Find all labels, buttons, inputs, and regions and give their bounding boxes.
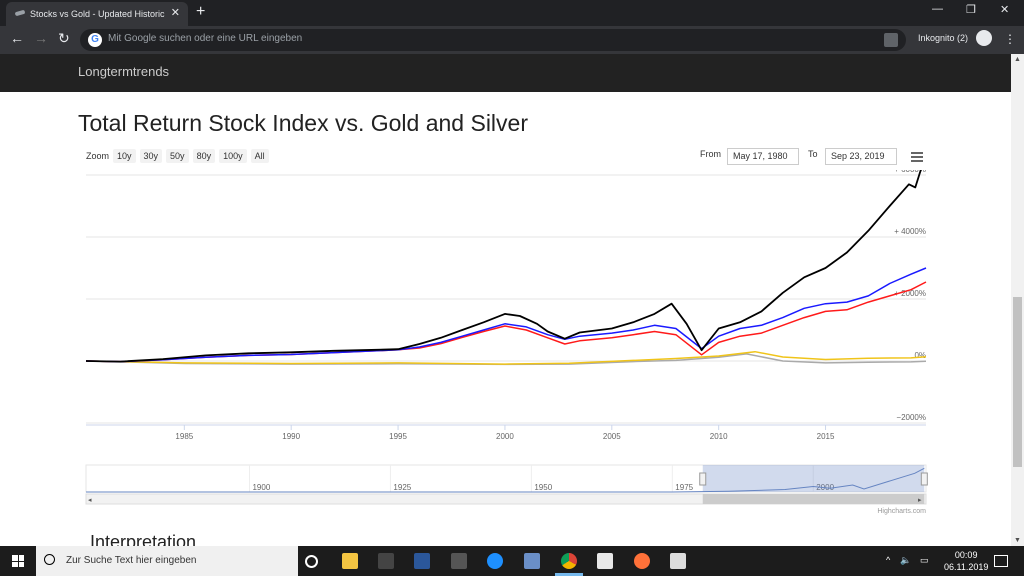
x-tick-label: 2005 [603,432,621,441]
translate-icon[interactable] [884,33,898,47]
incognito-icon[interactable] [976,30,992,46]
new-tab-button[interactable]: + [196,3,206,20]
navigator-handle[interactable] [920,472,928,486]
to-label: To [808,149,818,159]
zoom-all-button[interactable]: All [250,149,269,163]
zoom-label: Zoom [86,151,110,161]
chrome-icon[interactable] [561,553,577,569]
scrollbar-thumb[interactable] [1013,297,1022,467]
site-navbar: Longtermtrends [0,54,1011,92]
y-tick-label: + 2000% [894,289,926,298]
volume-icon[interactable]: 🔈 [900,555,912,565]
browser-tab-bar: Stocks vs Gold - Updated Historic ✕ + — … [0,0,1024,26]
x-tick-label: 2000 [496,432,514,441]
tray-chevron-icon[interactable]: ^ [886,555,891,565]
highcharts-credit[interactable]: Highcharts.com [877,508,926,515]
navigator-tick-label: 1900 [252,483,270,492]
chart-navigator: 19001925195019752000◂▸ [85,464,928,505]
from-date-input[interactable]: May 17, 1980 [727,148,799,165]
clock-date: 06.11.2019 [944,562,989,572]
site-favicon-icon [14,9,26,17]
chart-series [85,170,927,366]
scroll-left-icon[interactable]: ◂ [88,497,92,504]
google-icon: G [88,33,102,47]
reload-button[interactable]: ↻ [58,30,70,46]
chrome-active-indicator [555,573,583,576]
scroll-up-icon[interactable]: ▲ [1014,56,1021,63]
notifications-icon[interactable] [994,555,1008,567]
y-tick-label: 0% [914,351,926,360]
windows-taskbar: Zur Suche Text hier eingeben ^ 🔈 ▭ 00:09… [0,546,1024,576]
scroll-down-icon[interactable]: ▼ [1014,537,1021,544]
series-line [85,170,922,363]
app-icon[interactable] [378,553,394,569]
y-tick-label: + 4000% [894,227,926,236]
site-brand-link[interactable]: Longtermtrends [78,64,170,79]
zoom-80y-button[interactable]: 80y [192,149,216,163]
from-label: From [700,149,721,159]
browser-toolbar: ← → ↻ G Mit Google suchen oder eine URL … [0,26,1024,54]
zoom-10y-button[interactable]: 10y [113,149,136,163]
chart-menu-icon[interactable] [911,152,923,162]
windows-start-icon[interactable] [12,555,24,567]
omnibox-placeholder: Mit Google suchen oder eine URL eingeben [108,33,303,44]
notepad-icon[interactable] [670,553,686,569]
minimize-button[interactable]: — [932,3,943,15]
browser-tab[interactable]: Stocks vs Gold - Updated Historic ✕ [6,2,188,26]
y-tick-label: −2000% [896,413,926,422]
navigator-handle[interactable] [699,472,707,486]
paint-icon[interactable] [524,553,540,569]
x-tick-label: 1985 [175,432,193,441]
series-line [85,267,927,363]
zoom-30y-button[interactable]: 30y [139,149,163,163]
edge-icon[interactable] [487,553,503,569]
stock-gold-silver-chart: + 6000%+ 4000%+ 2000%0%−2000% 1985199019… [85,170,928,515]
firefox-icon[interactable] [634,553,650,569]
battery-icon[interactable]: ▭ [920,555,929,565]
navigator-scrollbar-thumb[interactable] [702,494,925,504]
x-tick-label: 1995 [389,432,407,441]
incognito-label[interactable]: Inkognito (2) [918,33,969,43]
search-icon [44,554,55,565]
forward-button[interactable]: → [34,30,48,46]
scroll-right-icon[interactable]: ▸ [918,497,922,504]
x-axis-labels: 1985 1990 1995 2000 2005 2010 2015 [175,432,835,441]
clock-time: 00:09 [954,550,978,560]
browser-menu-icon[interactable]: ⋮ [1004,32,1016,46]
navigator-tick-label: 1975 [675,483,693,492]
navigator-tick-label: 1925 [393,483,411,492]
x-tick-label: 2010 [710,432,728,441]
restore-button[interactable]: ❐ [966,4,976,16]
file-explorer-icon[interactable] [342,553,358,569]
navigator-series [86,467,925,493]
zoom-50y-button[interactable]: 50y [166,149,189,163]
page-scrollbar[interactable]: ▲ ▼ [1011,54,1024,546]
calculator-icon[interactable] [451,553,467,569]
omnibox[interactable]: G Mit Google suchen oder eine URL eingeb… [80,29,906,51]
taskbar-search-placeholder: Zur Suche Text hier eingeben [66,555,197,566]
series-line [85,350,927,365]
series-line [85,281,927,363]
x-tick-label: 2015 [817,432,835,441]
tab-title: Stocks vs Gold - Updated Historic [30,9,165,19]
taskbar-search[interactable]: Zur Suche Text hier eingeben [36,546,298,576]
taskbar-clock[interactable]: 00:09 06.11.2019 [944,549,988,573]
y-tick-label: + 6000% [894,170,926,174]
navigator-scrollbar[interactable] [85,493,927,505]
navigator-tick-label: 1950 [534,483,552,492]
navigator-selection[interactable] [702,465,925,492]
x-tick-label: 1990 [282,432,300,441]
chart-grid [86,174,926,430]
back-button[interactable]: ← [10,30,24,46]
tab-close-icon[interactable]: ✕ [170,7,180,19]
monitor-app-icon[interactable] [414,553,430,569]
close-window-button[interactable]: ✕ [1000,4,1010,16]
to-date-input[interactable]: Sep 23, 2019 [825,148,897,165]
page-title: Total Return Stock Index vs. Gold and Si… [78,110,528,136]
zoom-controls: Zoom 10y 30y 50y 80y 100y All [86,149,269,163]
task-view-icon[interactable] [305,555,318,568]
screenshot-app-icon[interactable] [597,553,613,569]
y-axis-labels: + 6000% + 4000% + 2000% 0% −2000% [894,170,926,422]
zoom-100y-button[interactable]: 100y [219,149,247,163]
